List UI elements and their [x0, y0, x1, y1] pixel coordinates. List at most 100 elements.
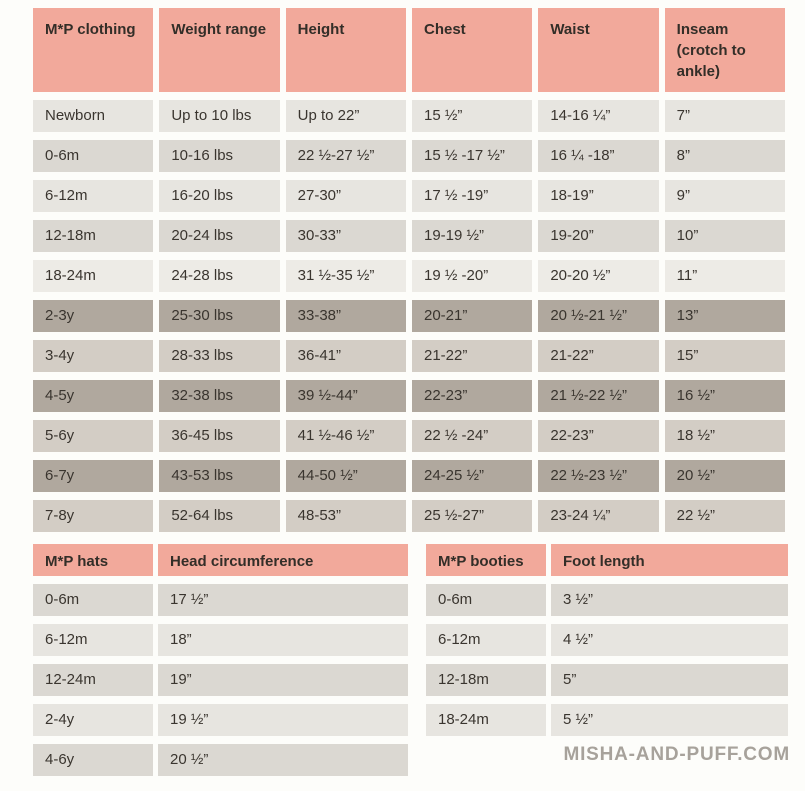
- table-row: 7-8y 52-64 lbs 48-53” 25 ½-27” 23-24 ¼” …: [33, 500, 785, 532]
- table-cell: 12-24m: [33, 664, 153, 696]
- header-cell-clothing: M*P clothing: [33, 8, 154, 92]
- table-cell: 10-16 lbs: [159, 140, 280, 172]
- booties-table-header-row: M*P booties Foot length: [426, 544, 788, 576]
- table-cell: 6-7y: [33, 460, 154, 492]
- table-row: 5-6y 36-45 lbs 41 ½-46 ½” 22 ½ -24” 22-2…: [33, 420, 785, 452]
- table-cell: 19”: [158, 664, 408, 696]
- header-cell-waist: Waist: [538, 8, 659, 92]
- table-row: 6-7y 43-53 lbs 44-50 ½” 24-25 ½” 22 ½-23…: [33, 460, 785, 492]
- table-cell: 7”: [664, 100, 785, 132]
- header-cell-head-circumference: Head circumference: [158, 544, 408, 576]
- table-cell: 22 ½-27 ½”: [285, 140, 406, 172]
- table-row: 12-24m 19”: [33, 664, 408, 696]
- table-cell: 43-53 lbs: [159, 460, 280, 492]
- table-cell: 22 ½ -24”: [412, 420, 533, 452]
- table-cell: 41 ½-46 ½”: [285, 420, 406, 452]
- table-cell: 17 ½”: [158, 584, 408, 616]
- table-cell: 3 ½”: [551, 584, 788, 616]
- table-cell: 20 ½”: [158, 744, 408, 776]
- table-cell: 19 ½”: [158, 704, 408, 736]
- table-cell: 48-53”: [285, 500, 406, 532]
- table-cell: 5-6y: [33, 420, 154, 452]
- table-cell: 21-22”: [412, 340, 533, 372]
- table-cell: 24-25 ½”: [412, 460, 533, 492]
- table-cell: 15 ½”: [412, 100, 533, 132]
- table-cell: 14-16 ¼”: [538, 100, 659, 132]
- table-cell: 18 ½”: [664, 420, 785, 452]
- table-cell: 6-12m: [33, 180, 154, 212]
- table-cell: 21 ½-22 ½”: [538, 380, 659, 412]
- table-cell: 16 ½”: [664, 380, 785, 412]
- table-cell: 22-23”: [412, 380, 533, 412]
- table-cell: 15 ½ -17 ½”: [412, 140, 533, 172]
- table-row: 6-12m 18”: [33, 624, 408, 656]
- table-cell: 22-23”: [538, 420, 659, 452]
- table-row: 12-18m 20-24 lbs 30-33” 19-19 ½” 19-20” …: [33, 220, 785, 252]
- table-cell: 19-19 ½”: [412, 220, 533, 252]
- table-row: 12-18m 5”: [426, 664, 788, 696]
- table-row: 0-6m 3 ½”: [426, 584, 788, 616]
- table-cell: 24-28 lbs: [159, 260, 280, 292]
- header-cell-foot-length: Foot length: [551, 544, 788, 576]
- table-cell: 52-64 lbs: [159, 500, 280, 532]
- table-row: 0-6m 10-16 lbs 22 ½-27 ½” 15 ½ -17 ½” 16…: [33, 140, 785, 172]
- clothing-table-header-row: M*P clothing Weight range Height Chest W…: [33, 8, 785, 92]
- header-cell-booties: M*P booties: [426, 544, 546, 576]
- table-cell: 44-50 ½”: [285, 460, 406, 492]
- table-cell: 12-18m: [426, 664, 546, 696]
- table-cell: 18-19”: [538, 180, 659, 212]
- table-row: 4-5y 32-38 lbs 39 ½-44” 22-23” 21 ½-22 ½…: [33, 380, 785, 412]
- header-cell-chest: Chest: [412, 8, 533, 92]
- website-url-text: MISHA-AND-PUFF.COM: [563, 744, 790, 765]
- table-row: 4-6y 20 ½”: [33, 744, 408, 776]
- table-cell: 7-8y: [33, 500, 154, 532]
- table-cell: 6-12m: [426, 624, 546, 656]
- table-cell: 17 ½ -19”: [412, 180, 533, 212]
- table-cell: 20 ½-21 ½”: [538, 300, 659, 332]
- clothing-size-table: M*P clothing Weight range Height Chest W…: [33, 8, 785, 532]
- table-cell: 27-30”: [285, 180, 406, 212]
- table-cell: 5 ½”: [551, 704, 788, 736]
- table-cell: 28-33 lbs: [159, 340, 280, 372]
- table-cell: 15”: [664, 340, 785, 372]
- table-cell: 4-6y: [33, 744, 153, 776]
- table-row: Newborn Up to 10 lbs Up to 22” 15 ½” 14-…: [33, 100, 785, 132]
- table-cell: 32-38 lbs: [159, 380, 280, 412]
- table-cell: 22 ½”: [664, 500, 785, 532]
- table-row: 0-6m 17 ½”: [33, 584, 408, 616]
- table-cell: 10”: [664, 220, 785, 252]
- table-cell: Up to 10 lbs: [159, 100, 280, 132]
- table-cell: 5”: [551, 664, 788, 696]
- header-cell-weight: Weight range: [159, 8, 280, 92]
- table-cell: 13”: [664, 300, 785, 332]
- table-cell: 21-22”: [538, 340, 659, 372]
- table-cell: 31 ½-35 ½”: [285, 260, 406, 292]
- table-row: 6-12m 4 ½”: [426, 624, 788, 656]
- hats-size-table: M*P hats Head circumference 0-6m 17 ½” 6…: [33, 544, 408, 776]
- table-row: 3-4y 28-33 lbs 36-41” 21-22” 21-22” 15”: [33, 340, 785, 372]
- table-cell: 39 ½-44”: [285, 380, 406, 412]
- table-row: 18-24m 24-28 lbs 31 ½-35 ½” 19 ½ -20” 20…: [33, 260, 785, 292]
- table-cell: 30-33”: [285, 220, 406, 252]
- table-cell: 25 ½-27”: [412, 500, 533, 532]
- table-cell: Up to 22”: [285, 100, 406, 132]
- booties-size-table: M*P booties Foot length 0-6m 3 ½” 6-12m …: [426, 544, 788, 736]
- table-cell: 18-24m: [426, 704, 546, 736]
- table-cell: 25-30 lbs: [159, 300, 280, 332]
- table-row: 6-12m 16-20 lbs 27-30” 17 ½ -19” 18-19” …: [33, 180, 785, 212]
- table-row: 2-3y 25-30 lbs 33-38” 20-21” 20 ½-21 ½” …: [33, 300, 785, 332]
- table-row: 2-4y 19 ½”: [33, 704, 408, 736]
- table-row: 18-24m 5 ½”: [426, 704, 788, 736]
- header-cell-inseam: Inseam (crotch to ankle): [664, 8, 785, 92]
- table-cell: 36-45 lbs: [159, 420, 280, 452]
- table-cell: 4-5y: [33, 380, 154, 412]
- hats-table-header-row: M*P hats Head circumference: [33, 544, 408, 576]
- table-cell: 20-20 ½”: [538, 260, 659, 292]
- header-cell-height: Height: [285, 8, 406, 92]
- table-cell: 2-3y: [33, 300, 154, 332]
- table-cell: 19-20”: [538, 220, 659, 252]
- table-cell: 20-24 lbs: [159, 220, 280, 252]
- table-cell: 0-6m: [426, 584, 546, 616]
- table-cell: 16 ¼ -18”: [538, 140, 659, 172]
- table-cell: 23-24 ¼”: [538, 500, 659, 532]
